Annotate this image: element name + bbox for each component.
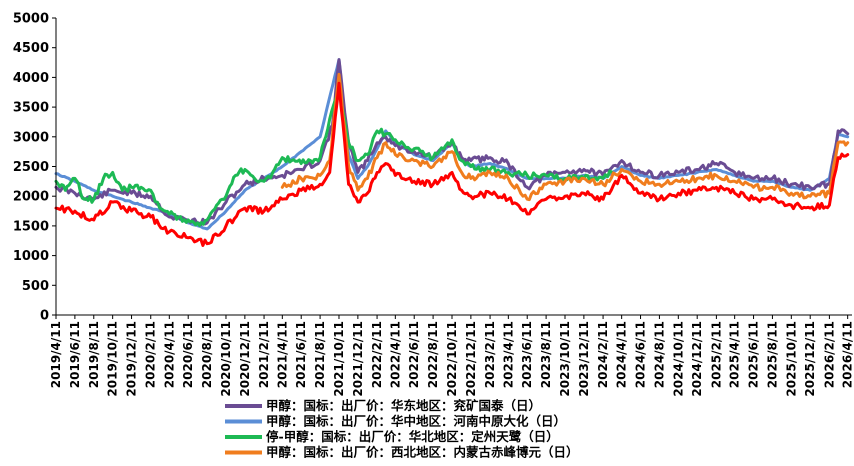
x-tick-label: 2021/2/11 xyxy=(257,321,271,388)
series-line-2 xyxy=(54,90,614,227)
legend-label: 甲醇：国标：出厂价：华东地区：兖矿国泰（日） xyxy=(266,398,541,413)
x-tick-label: 2022/2/11 xyxy=(370,321,384,388)
x-tick-label: 2022/4/11 xyxy=(388,321,402,388)
x-tick-label: 2020/12/11 xyxy=(238,321,252,397)
x-tick-label: 2023/4/11 xyxy=(501,321,515,388)
legend-label: 甲醇：国标：出厂价：西北地区：内蒙古赤峰博元（日） xyxy=(266,445,579,460)
x-tick-label: 2024/12/11 xyxy=(690,321,704,397)
y-tick-label: 4500 xyxy=(13,41,49,56)
y-tick-label: 1000 xyxy=(13,249,49,264)
x-tick-label: 2021/8/11 xyxy=(313,321,327,388)
x-tick-label: 2019/8/11 xyxy=(87,321,101,388)
x-tick-label: 2019/4/11 xyxy=(49,321,63,388)
x-tick-label: 2023/10/11 xyxy=(558,321,572,397)
x-tick-label: 2019/12/11 xyxy=(125,321,139,397)
x-tick-label: 2021/4/11 xyxy=(275,321,289,388)
x-tick-label: 2026/4/11 xyxy=(841,321,854,388)
x-tick-label: 2021/10/11 xyxy=(332,321,346,397)
x-tick-label: 2020/2/11 xyxy=(144,321,158,388)
x-tick-label: 2023/2/11 xyxy=(483,321,497,388)
legend-label: 停-甲醇：国标：出厂价：华北地区：定州天鹭（日） xyxy=(266,429,559,444)
x-tick-label: 2024/4/11 xyxy=(615,321,629,388)
legend-label: 甲醇：国标：出厂价：华中地区：河南中原大化（日） xyxy=(266,414,566,429)
x-tick-label: 2020/8/11 xyxy=(200,321,214,388)
x-tick-label: 2023/6/11 xyxy=(520,321,534,388)
x-tick-label: 2025/2/11 xyxy=(709,321,723,388)
y-tick-label: 5000 xyxy=(13,12,49,27)
x-tick-label: 2026/2/11 xyxy=(822,321,836,388)
x-tick-label: 2024/8/11 xyxy=(652,321,666,388)
y-tick-label: 3500 xyxy=(13,101,49,116)
x-tick-label: 2025/10/11 xyxy=(784,321,798,397)
y-tick-label: 500 xyxy=(22,279,49,294)
x-tick-label: 2022/10/11 xyxy=(445,321,459,397)
y-tick-label: 4000 xyxy=(13,71,49,86)
x-tick-label: 2024/6/11 xyxy=(634,321,648,388)
x-tick-label: 2021/6/11 xyxy=(294,321,308,388)
x-tick-label: 2020/10/11 xyxy=(219,321,233,397)
x-tick-label: 2022/6/11 xyxy=(407,321,421,388)
x-tick-label: 2020/4/11 xyxy=(162,321,176,388)
x-tick-label: 2024/10/11 xyxy=(671,321,685,397)
x-tick-label: 2024/2/11 xyxy=(596,321,610,388)
x-tick-label: 2022/8/11 xyxy=(426,321,440,388)
plot-area xyxy=(54,58,850,247)
series-line-3 xyxy=(280,72,850,202)
x-tick-label: 2025/8/11 xyxy=(765,321,779,388)
x-tick-label: 2025/12/11 xyxy=(803,321,817,397)
x-tick-label: 2020/6/11 xyxy=(181,321,195,388)
y-tick-label: 0 xyxy=(40,309,49,324)
x-tick-label: 2022/12/11 xyxy=(464,321,478,397)
legend: 甲醇：国标：出厂价：华东地区：兖矿国泰（日）甲醇：国标：出厂价：华中地区：河南中… xyxy=(225,398,579,460)
y-tick-label: 2000 xyxy=(13,190,49,205)
x-tick-label: 2019/10/11 xyxy=(106,321,120,397)
x-tick-label: 2019/6/11 xyxy=(68,321,82,388)
y-axis-ticks: 0 500 1000 1500 2000 2500 3000 3500 4000 4500 5000 xyxy=(13,12,56,324)
x-tick-label: 2025/4/11 xyxy=(728,321,742,388)
y-tick-label: 1500 xyxy=(13,219,49,234)
x-tick-label: 2023/12/11 xyxy=(577,321,591,397)
x-tick-label: 2021/12/11 xyxy=(351,321,365,397)
series-line-4 xyxy=(54,81,850,247)
y-tick-label: 2500 xyxy=(13,160,49,175)
x-tick-label: 2025/6/11 xyxy=(747,321,761,388)
x-axis-ticks: 2019/4/11 2019/6/11 2019/8/11 2019/10/11 201… xyxy=(49,315,854,397)
y-tick-label: 3000 xyxy=(13,130,49,145)
x-tick-label: 2023/8/11 xyxy=(539,321,553,388)
